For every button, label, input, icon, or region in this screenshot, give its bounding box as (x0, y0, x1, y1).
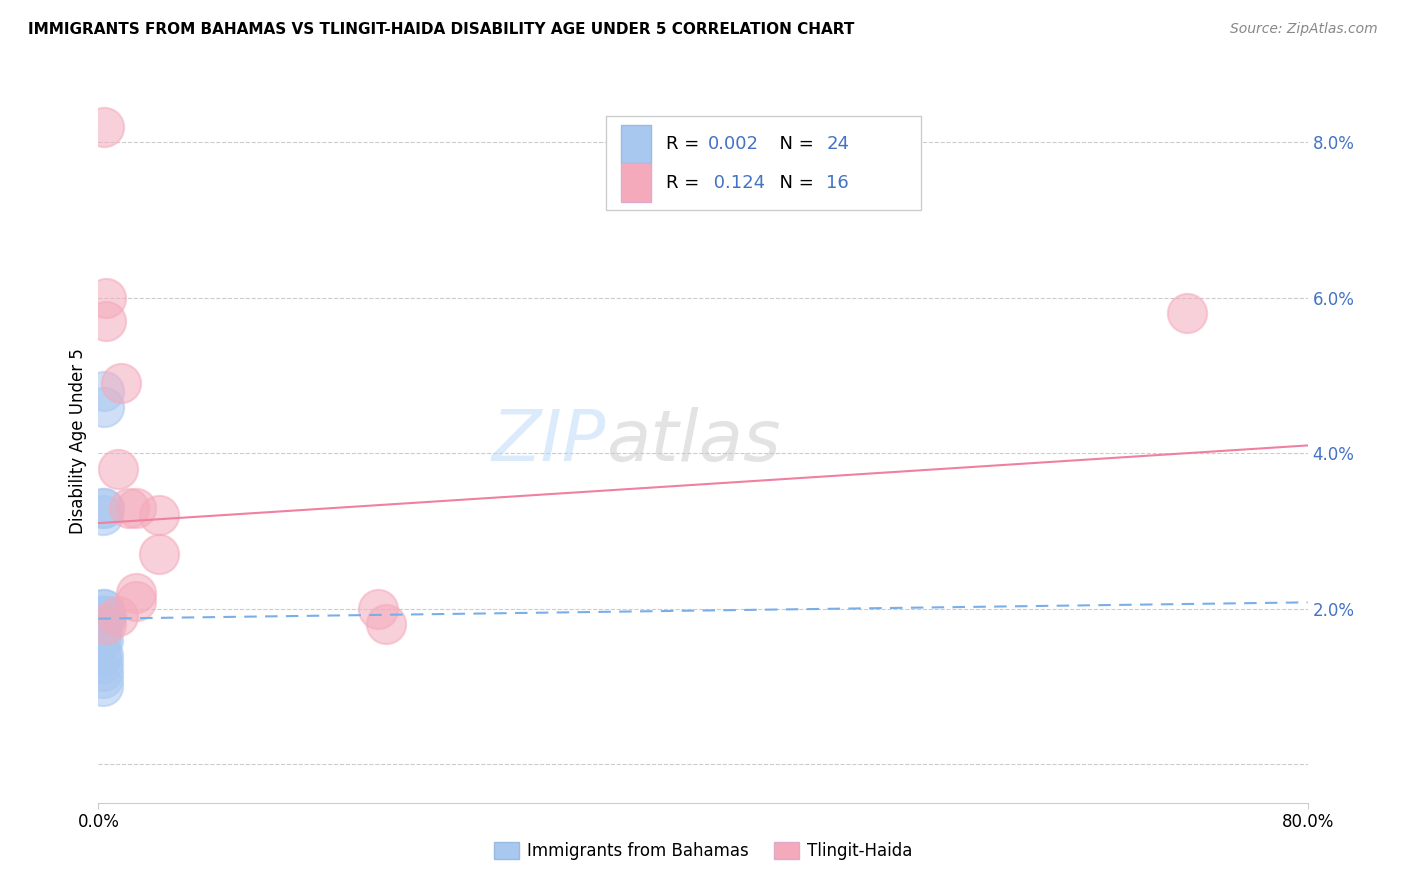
Point (90, 632, 112, 647)
Point (93, 500, 115, 515)
Point (91, 609, 114, 624)
Point (367, 601, 389, 615)
Point (93, 384, 115, 398)
Point (91, 672, 114, 686)
Text: IMMIGRANTS FROM BAHAMAS VS TLINGIT-HAIDA DISABILITY AGE UNDER 5 CORRELATION CHAR: IMMIGRANTS FROM BAHAMAS VS TLINGIT-HAIDA… (28, 22, 855, 37)
Point (93, 120, 115, 134)
Point (91, 632, 114, 647)
Point (91, 656, 114, 670)
Legend: Immigrants from Bahamas, Tlingit-Haida: Immigrants from Bahamas, Tlingit-Haida (486, 835, 920, 867)
Text: ZIP: ZIP (492, 407, 606, 476)
Point (94, 609, 117, 624)
Point (94, 314, 117, 328)
Point (91, 648, 114, 663)
Text: N =: N = (768, 174, 820, 192)
Text: 0.002: 0.002 (707, 136, 759, 153)
Point (148, 547, 170, 561)
Point (91, 617, 114, 632)
Point (94, 291, 117, 305)
Point (125, 586, 148, 600)
Point (374, 617, 396, 632)
Point (91, 500, 114, 515)
Point (90, 609, 112, 624)
Point (93, 601, 115, 615)
Point (125, 594, 148, 608)
Text: R =: R = (665, 136, 704, 153)
Point (90, 609, 112, 624)
Y-axis label: Disability Age Under 5: Disability Age Under 5 (69, 349, 87, 534)
FancyBboxPatch shape (606, 117, 921, 211)
Point (118, 500, 141, 515)
Bar (621, 125, 651, 163)
Bar (621, 163, 651, 202)
Text: Source: ZipAtlas.com: Source: ZipAtlas.com (1230, 22, 1378, 37)
Point (93, 400, 115, 414)
Point (110, 376, 132, 391)
Point (91, 609, 114, 624)
Point (93, 609, 115, 624)
Point (91, 508, 114, 523)
Point (1175, 306, 1198, 320)
Point (107, 461, 129, 475)
Point (107, 609, 129, 624)
Point (91, 601, 114, 615)
Text: 16: 16 (827, 174, 849, 192)
Text: N =: N = (768, 136, 820, 153)
Text: 0.124: 0.124 (707, 174, 765, 192)
Text: 24: 24 (827, 136, 849, 153)
Point (90, 648, 112, 663)
Text: atlas: atlas (606, 407, 780, 476)
Point (91, 679, 114, 693)
Point (94, 617, 117, 632)
Point (90, 624, 112, 639)
Point (148, 508, 170, 523)
Point (91, 664, 114, 678)
Point (94, 609, 117, 624)
Text: R =: R = (665, 174, 704, 192)
Point (125, 500, 148, 515)
